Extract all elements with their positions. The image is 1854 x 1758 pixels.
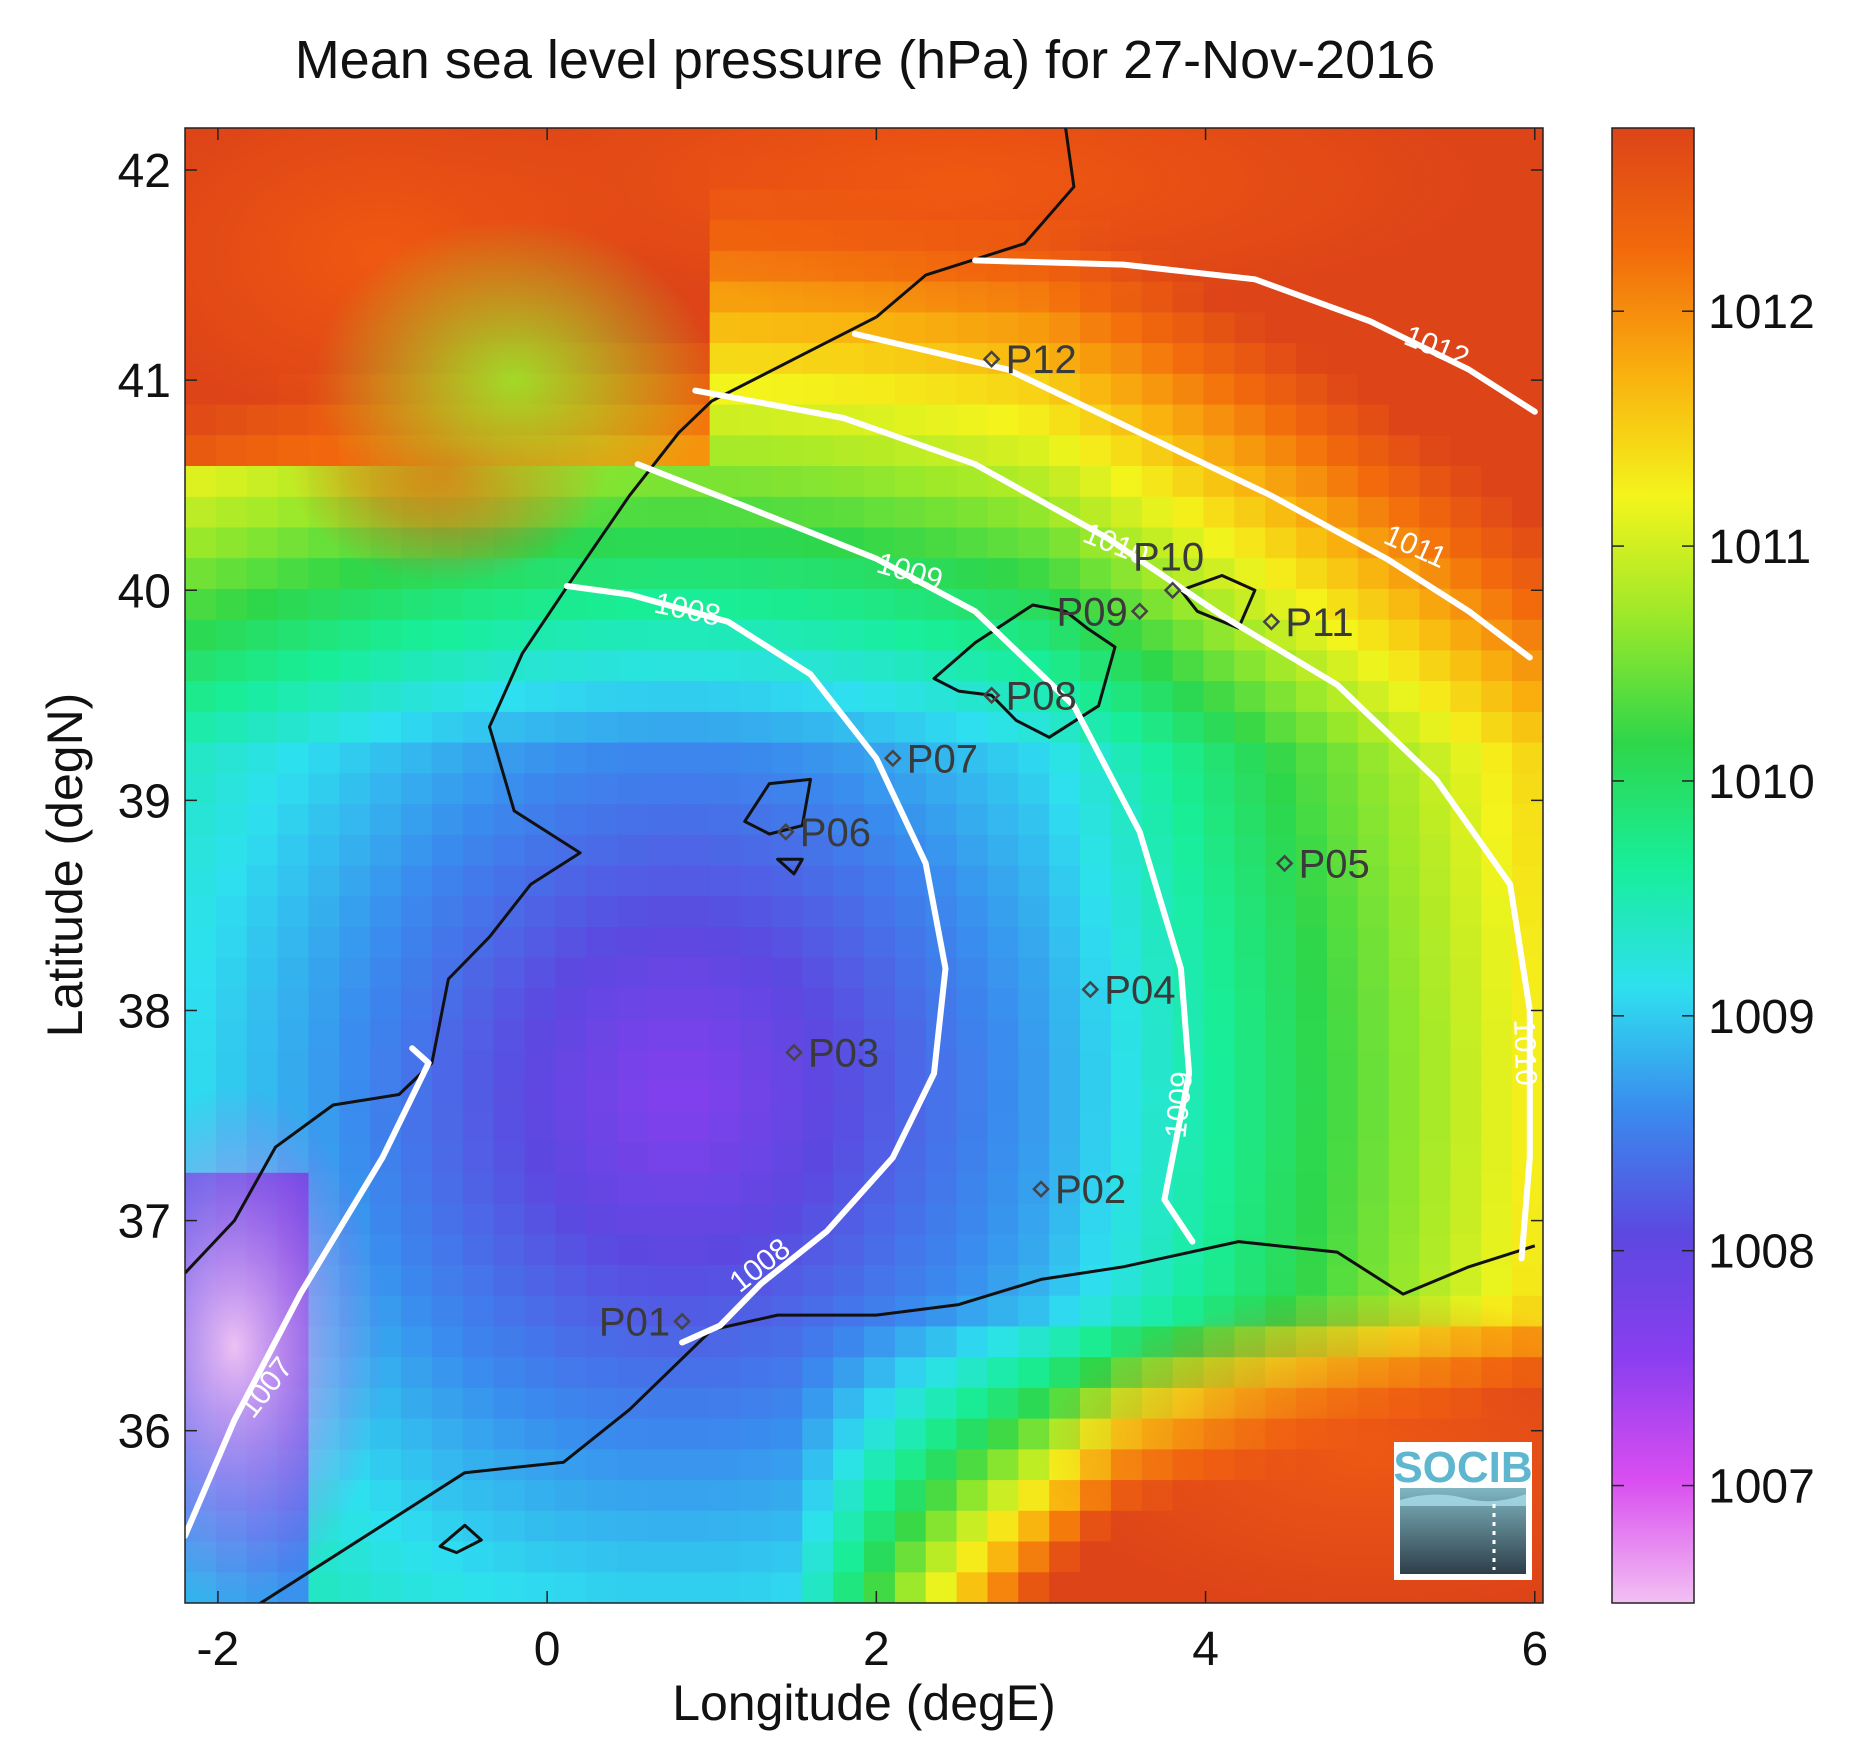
station-label-p04: P04	[1104, 969, 1175, 1013]
figure-title: Mean sea level pressure (hPa) for 27-Nov…	[295, 30, 1436, 90]
station-label-p01: P01	[599, 1300, 670, 1344]
coastlines	[185, 128, 1536, 1603]
colorbar-tick-label: 1008	[1708, 1226, 1815, 1279]
station-marker	[982, 686, 1001, 705]
colorbar-tick-label: 1010	[1708, 756, 1815, 809]
station-label-p11: P11	[1285, 601, 1353, 645]
coastline-iberia	[185, 315, 877, 1275]
plot-frame	[184, 127, 1544, 1604]
colorbar-tick-label: 1012	[1708, 286, 1815, 339]
y-tick-label: 41	[118, 355, 171, 408]
isobar-1012	[972, 257, 1538, 415]
colorbar: 1007 1008 1009 1010 1011 1012	[1611, 127, 1815, 1604]
logo-text: SOCIB	[1393, 1443, 1532, 1492]
colorbar-tick-label: 1011	[1708, 521, 1811, 574]
pressure-field	[185, 128, 1543, 1603]
station-marker	[1163, 581, 1182, 600]
x-axis-label: Longitude (degE)	[672, 1675, 1056, 1731]
station-marker	[883, 749, 902, 768]
x-axis-ticks: -2 0 2 4 6	[197, 128, 1548, 1676]
y-axis-ticks: 36 37 38 39 40 41 42	[118, 145, 1543, 1459]
coastline-ibiza	[743, 777, 812, 836]
y-tick-label: 39	[118, 775, 171, 828]
station-label-p12: P12	[1006, 338, 1077, 382]
station-label-p09: P09	[1057, 590, 1128, 634]
station-label-p05: P05	[1299, 842, 1370, 886]
socib-logo: SOCIB	[1393, 1442, 1533, 1580]
isobar-1008	[563, 583, 949, 1346]
station-marker	[1275, 854, 1294, 873]
isobar-label: 1010	[1507, 1019, 1542, 1087]
colorbar-bar	[1611, 127, 1695, 1604]
station-marker	[785, 1043, 803, 1062]
x-tick-label: 6	[1521, 1623, 1548, 1676]
x-tick-label: -2	[197, 1623, 240, 1676]
station-label-p03: P03	[808, 1032, 879, 1076]
x-tick-label: 2	[863, 1623, 890, 1676]
coastline-formentera	[776, 857, 804, 876]
y-tick-label: 36	[118, 1406, 171, 1459]
station-label-p10: P10	[1133, 535, 1204, 579]
y-tick-label: 37	[118, 1196, 171, 1249]
coastline-alboran	[438, 1523, 483, 1555]
station-marker	[1130, 602, 1149, 621]
station-marker	[1081, 980, 1100, 999]
isobar-label: 1009	[1159, 1070, 1199, 1140]
station-label-p06: P06	[800, 811, 871, 855]
station-marker	[673, 1312, 691, 1331]
isobar-1007	[185, 1045, 432, 1539]
x-tick-label: 4	[1192, 1623, 1219, 1676]
station-label-p08: P08	[1006, 674, 1077, 718]
y-tick-label: 38	[118, 986, 171, 1039]
coastline-mainland	[875, 128, 1076, 319]
station-marker	[776, 823, 795, 841]
station-label-p07: P07	[907, 737, 978, 781]
station-marker	[982, 350, 1001, 368]
coastline-africa	[257, 1240, 1536, 1603]
isobar-1009	[634, 461, 1196, 1245]
station-marker	[1032, 1180, 1050, 1198]
station-label-p02: P02	[1055, 1168, 1126, 1212]
y-tick-label: 42	[118, 145, 171, 198]
isobar-1011	[851, 330, 1533, 661]
colorbar-tick-label: 1009	[1708, 991, 1815, 1044]
x-tick-label: 0	[534, 1623, 561, 1676]
isobar-1010	[692, 387, 1533, 1262]
colorbar-ticks: 1007 1008 1009 1010 1011 1012	[1612, 286, 1815, 1514]
station-marker	[1262, 612, 1281, 631]
y-tick-label: 40	[118, 565, 171, 618]
colorbar-tick-label: 1007	[1708, 1461, 1815, 1514]
coastline-menorca	[1179, 574, 1257, 630]
y-axis-label: Latitude (degN)	[37, 693, 93, 1038]
